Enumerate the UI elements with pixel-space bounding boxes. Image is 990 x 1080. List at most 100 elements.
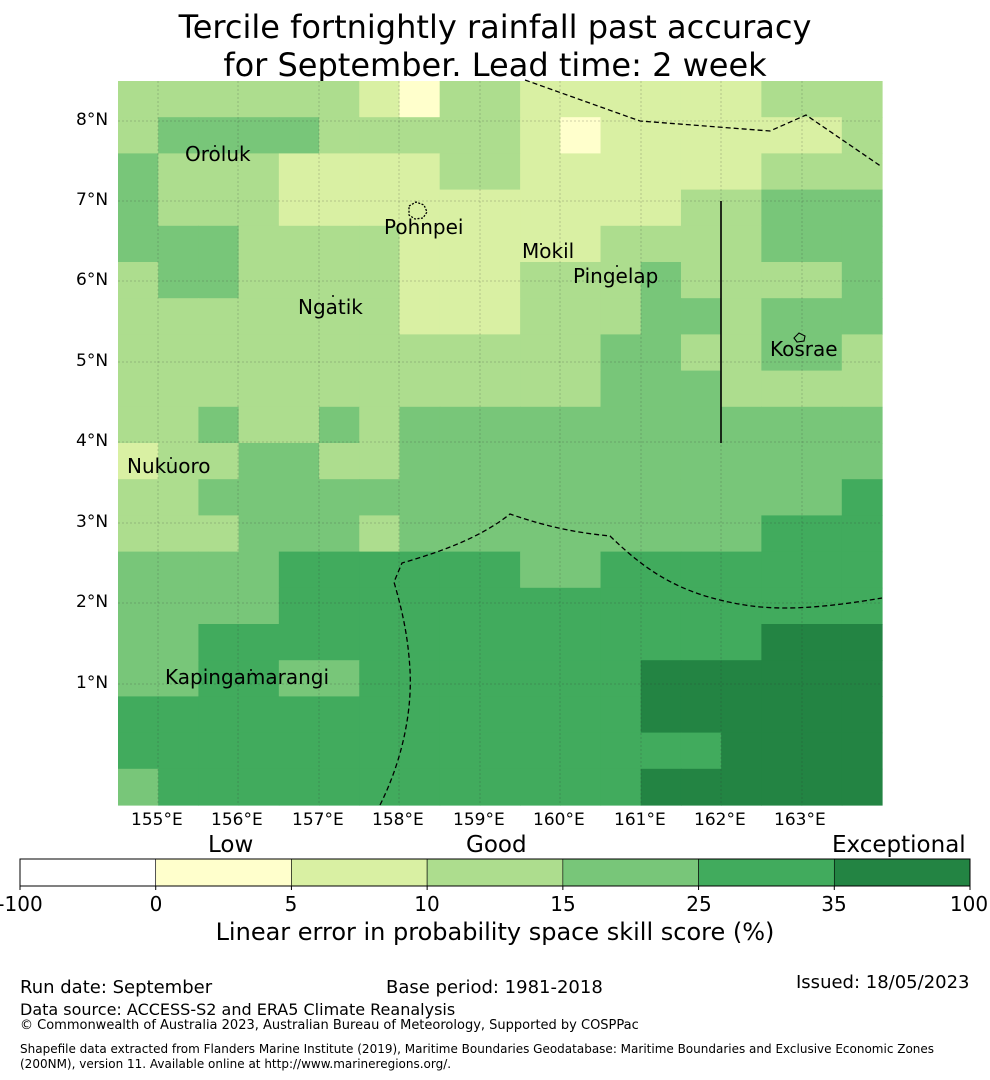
grid-cell <box>801 443 843 480</box>
grid-cell <box>520 262 561 299</box>
lat-tick: 4°N <box>76 431 109 451</box>
grid-cell <box>238 624 280 661</box>
skill-grid <box>118 81 883 806</box>
grid-cell <box>520 81 561 118</box>
grid-cell <box>238 81 280 118</box>
grid-cell <box>399 406 441 444</box>
grid-cell <box>359 768 401 806</box>
grid-cell <box>801 587 843 625</box>
grid-cell <box>600 406 642 444</box>
grid-cell <box>721 334 762 372</box>
grid-cell <box>238 479 280 516</box>
grid-cell <box>198 406 240 444</box>
grid-cell <box>801 334 843 372</box>
grid-cell <box>520 696 561 734</box>
grid-cell <box>761 479 803 516</box>
grid-cell <box>761 624 803 661</box>
grid-cell <box>841 370 883 408</box>
grid-cell <box>198 117 240 154</box>
grid-cell <box>761 660 803 697</box>
grid-cell <box>600 551 642 589</box>
grid-cell <box>640 660 682 697</box>
colorbar-segment <box>291 858 428 887</box>
grid-cell <box>520 551 561 589</box>
grid-cell <box>359 515 401 553</box>
grid-cell <box>118 262 159 299</box>
grid-cell <box>238 768 280 806</box>
grid-cell <box>238 443 280 480</box>
colorbar-category-exceptional: Exceptional <box>832 832 966 858</box>
grid-cell <box>319 189 360 227</box>
grid-cell <box>118 479 159 516</box>
grid-cell <box>158 370 200 408</box>
grid-cell <box>319 262 360 299</box>
grid-cell <box>158 298 200 335</box>
grid-cell <box>439 262 481 299</box>
grid-cell <box>560 479 602 516</box>
grid-cell <box>600 624 642 661</box>
grid-cell <box>640 370 682 408</box>
grid-cell <box>640 262 682 299</box>
grid-cell <box>520 370 561 408</box>
grid-cell <box>238 515 280 553</box>
grid-cell <box>479 660 521 697</box>
grid-cell <box>439 225 481 263</box>
grid-cell <box>680 624 722 661</box>
grid-cell <box>198 515 240 553</box>
grid-cell <box>399 587 441 625</box>
grid-cell <box>399 660 441 697</box>
grid-cell <box>439 660 481 697</box>
grid-cell <box>520 443 561 480</box>
colorbar-tick: 35 <box>821 892 847 916</box>
grid-cell <box>118 732 159 770</box>
grid-cell <box>158 443 200 480</box>
grid-cell <box>118 443 159 480</box>
grid-cell <box>359 81 401 118</box>
grid-cell <box>680 117 722 154</box>
grid-cell <box>600 153 642 191</box>
grid-cell <box>198 768 240 806</box>
grid-cell <box>198 443 240 480</box>
grid-cell <box>640 732 682 770</box>
grid-cell <box>560 334 602 372</box>
grid-cell <box>158 515 200 553</box>
grid-cell <box>278 587 320 625</box>
lon-tick: 162°E <box>694 810 746 830</box>
grid-cell <box>841 298 883 335</box>
colorbar-tick: 15 <box>550 892 576 916</box>
grid-cell <box>479 225 521 263</box>
grid-cell <box>319 768 360 806</box>
grid-cell <box>359 189 401 227</box>
grid-cell <box>640 443 682 480</box>
grid-cell <box>278 768 320 806</box>
grid-cell <box>680 551 722 589</box>
grid-cell <box>680 262 722 299</box>
lon-tick: 161°E <box>614 810 666 830</box>
shapefile-credit-line2: (200NM), version 11. Available online at… <box>20 1057 452 1071</box>
grid-cell <box>238 262 280 299</box>
lat-tick: 8°N <box>76 110 109 130</box>
colorbar-tick: 10 <box>414 892 440 916</box>
grid-cell <box>761 189 803 227</box>
kapingamarangi-atoll-marker <box>250 669 252 671</box>
grid-cell <box>520 153 561 191</box>
grid-cell <box>359 262 401 299</box>
grid-cell <box>118 406 159 444</box>
grid-cell <box>439 117 481 154</box>
grid-cell <box>278 189 320 227</box>
grid-cell <box>439 768 481 806</box>
grid-cell <box>399 298 441 335</box>
grid-cell <box>721 225 762 263</box>
pohnpei-island-outline <box>408 201 428 220</box>
grid-cell <box>479 443 521 480</box>
grid-cell <box>600 262 642 299</box>
colorbar-tick: 0 <box>149 892 163 916</box>
grid-cell <box>118 696 159 734</box>
grid-cell <box>158 153 200 191</box>
grid-cell <box>640 515 682 553</box>
grid-cell <box>520 660 561 697</box>
grid-cell <box>238 189 280 227</box>
grid-cell <box>319 696 360 734</box>
grid-cell <box>520 732 561 770</box>
grid-cell <box>439 81 481 118</box>
